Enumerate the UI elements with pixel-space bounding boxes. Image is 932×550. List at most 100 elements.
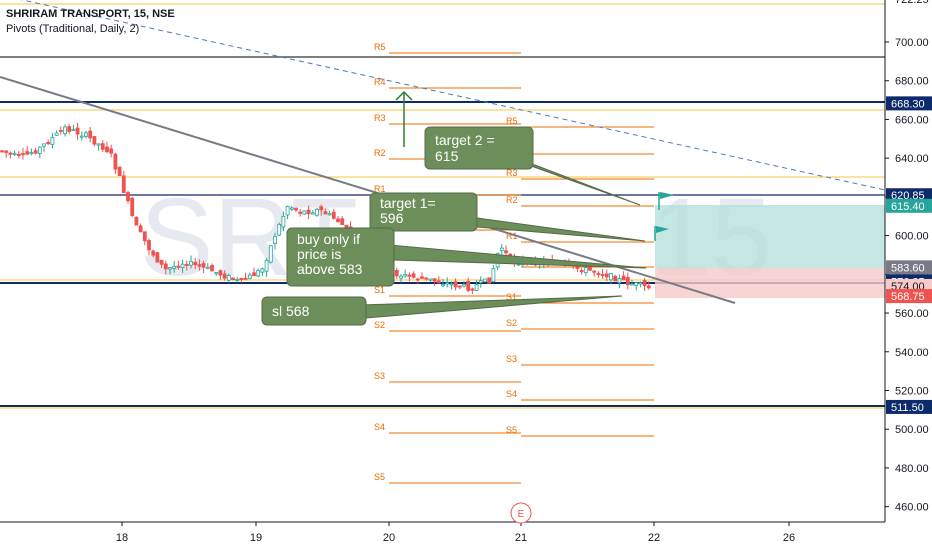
price-tag[interactable]: 511.50 <box>886 399 932 414</box>
price-tag-label: 583.60 <box>891 262 925 274</box>
candle <box>466 277 471 292</box>
candle <box>403 269 408 278</box>
stop-zone[interactable] <box>655 268 885 298</box>
pivot-label: R1 <box>506 231 518 241</box>
candle <box>235 276 240 283</box>
annotation-target2-line1: target 2 = <box>435 132 495 148</box>
price-tick-label: 540.00 <box>895 347 929 359</box>
candle <box>71 124 76 131</box>
candle <box>604 269 609 282</box>
time-tick-label: 21 <box>515 532 527 544</box>
candle <box>277 222 282 236</box>
candle <box>340 216 345 225</box>
candle <box>252 267 256 277</box>
up-arrow-icon[interactable] <box>395 90 413 147</box>
pivot-label: R3 <box>374 113 386 123</box>
candle <box>37 146 42 159</box>
candle <box>621 271 626 281</box>
candle <box>415 277 420 284</box>
candle <box>155 252 160 263</box>
price-tag-label: 511.50 <box>891 402 924 414</box>
candle <box>478 276 483 288</box>
target-zone[interactable] <box>655 205 885 268</box>
annotation-buy[interactable]: buy only if price is above 583 <box>286 227 647 287</box>
candle <box>319 204 324 216</box>
candle <box>21 147 25 160</box>
candle <box>420 272 424 279</box>
price-tick-label: 700.00 <box>895 37 929 49</box>
pivot-label: S5 <box>374 472 385 482</box>
annotation-sl-text: sl 568 <box>272 303 310 319</box>
candle <box>197 259 202 271</box>
candle <box>96 143 101 151</box>
candle <box>407 272 412 282</box>
candle <box>109 144 114 158</box>
candle <box>428 278 433 283</box>
candle <box>105 141 109 154</box>
time-tick-label: 18 <box>116 532 128 544</box>
price-tag[interactable]: 615.40 <box>886 198 932 213</box>
candle <box>294 207 298 213</box>
candle <box>256 268 261 278</box>
candle <box>239 277 244 283</box>
annotation-sl[interactable]: sl 568 <box>261 295 623 326</box>
price-tick-label: 640.00 <box>895 153 929 165</box>
candle <box>449 281 454 290</box>
annotation-target1-line1: target 1= <box>380 195 436 211</box>
candle <box>159 259 164 268</box>
time-tick-label: 22 <box>648 532 660 544</box>
pivot-label: S2 <box>374 320 385 330</box>
candle <box>411 271 416 279</box>
candle <box>281 211 286 232</box>
candle <box>138 223 143 233</box>
candle <box>33 147 38 155</box>
candle <box>596 271 601 278</box>
flag-icon-target1[interactable] <box>654 226 669 241</box>
symbol-title[interactable]: SHRIRAM TRANSPORT, 15, NSE <box>6 8 175 20</box>
candle <box>642 277 647 291</box>
earnings-event-icon[interactable] <box>510 502 532 524</box>
candle <box>436 276 441 284</box>
pivot-label: S5 <box>506 425 517 435</box>
annotation-target1[interactable]: target 1= 596 <box>369 192 646 242</box>
price-tick-label: 600.00 <box>895 231 929 243</box>
price-tick-label: 480.00 <box>895 463 929 475</box>
candle <box>617 274 622 289</box>
price-tag[interactable]: 568.75 <box>886 289 932 304</box>
candle <box>25 145 30 156</box>
price-tag-label: 615.40 <box>891 201 925 213</box>
annotation-buy-line3: above 583 <box>297 261 363 277</box>
trendline-dashed[interactable] <box>0 0 886 191</box>
candle <box>218 269 223 280</box>
annotation-target2[interactable]: target 2 = 615 <box>424 126 641 206</box>
pivot-label: S1 <box>506 292 517 302</box>
candle <box>646 281 651 290</box>
candle <box>88 127 93 143</box>
pivot-label: R2 <box>374 148 386 158</box>
candle <box>63 124 67 137</box>
candle <box>79 131 84 141</box>
candle <box>634 281 639 291</box>
candle <box>210 263 214 272</box>
pivot-label: S1 <box>374 285 385 295</box>
price-tag[interactable]: 583.60 <box>886 260 932 275</box>
time-axis[interactable]: 18 19 20 21 22 26 E <box>0 502 885 544</box>
price-tick-label: 660.00 <box>895 114 929 126</box>
candle <box>331 208 336 220</box>
candle <box>306 205 311 220</box>
candle <box>323 208 328 215</box>
candle <box>58 126 63 135</box>
indicator-title[interactable]: Pivots (Traditional, Daily, 2) <box>6 23 140 35</box>
price-tag-label: 568.75 <box>891 291 925 303</box>
price-tag[interactable]: 668.30 <box>886 96 932 111</box>
candle <box>268 245 273 264</box>
pivot-label: R1 <box>374 184 386 194</box>
price-axis[interactable]: 722.25700.00680.00660.00640.00620.00600.… <box>884 0 932 522</box>
candle <box>441 278 445 288</box>
candle <box>42 143 46 152</box>
annotation-buy-line2: price is <box>297 246 341 262</box>
flag-icon-target2[interactable] <box>658 192 674 210</box>
candle <box>29 148 34 156</box>
candle <box>12 150 17 156</box>
